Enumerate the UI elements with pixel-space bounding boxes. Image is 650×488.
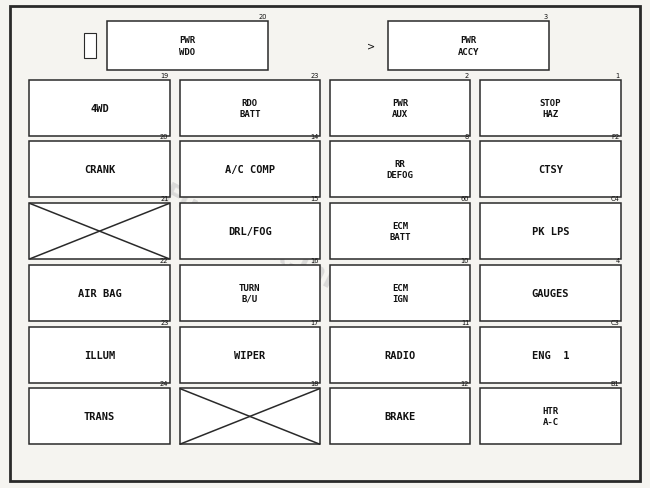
- Bar: [29, 388, 170, 445]
- Text: 23: 23: [311, 73, 318, 79]
- Text: DRL/FOG: DRL/FOG: [228, 226, 272, 237]
- Bar: [480, 388, 621, 445]
- Bar: [29, 265, 170, 321]
- Bar: [179, 204, 320, 260]
- Text: 1: 1: [616, 73, 619, 79]
- Text: 10: 10: [461, 258, 469, 264]
- Bar: [179, 388, 320, 445]
- Text: 23: 23: [160, 319, 168, 325]
- Text: A/C COMP: A/C COMP: [225, 165, 275, 175]
- Text: AIR BAG: AIR BAG: [77, 288, 122, 298]
- Text: PWR
ACCY: PWR ACCY: [458, 36, 479, 57]
- Bar: [480, 327, 621, 383]
- Text: 14: 14: [311, 134, 318, 140]
- Text: C4: C4: [610, 196, 619, 202]
- Bar: [29, 142, 170, 198]
- Text: 22: 22: [160, 258, 168, 264]
- Text: 19: 19: [161, 73, 168, 79]
- Text: BRAKE: BRAKE: [385, 411, 416, 422]
- Text: ILLUM: ILLUM: [84, 350, 115, 360]
- Bar: [179, 327, 320, 383]
- Bar: [84, 34, 96, 59]
- Text: ECM
IGN: ECM IGN: [392, 283, 408, 304]
- Text: CRANK: CRANK: [84, 165, 115, 175]
- Text: 11: 11: [461, 319, 469, 325]
- Text: RADIO: RADIO: [385, 350, 416, 360]
- Text: 15: 15: [311, 196, 318, 202]
- Text: 2: 2: [465, 73, 469, 79]
- Text: PWR
WDO: PWR WDO: [179, 36, 196, 57]
- Text: 20: 20: [259, 14, 267, 20]
- Text: RDO
BATT: RDO BATT: [239, 99, 261, 119]
- Bar: [330, 204, 471, 260]
- Text: B1: B1: [611, 381, 619, 386]
- Bar: [480, 265, 621, 321]
- Text: TURN
B/U: TURN B/U: [239, 283, 261, 304]
- Bar: [330, 388, 471, 445]
- Text: TRANS: TRANS: [84, 411, 115, 422]
- Bar: [387, 22, 549, 71]
- Text: ECM
BATT: ECM BATT: [389, 222, 411, 242]
- Bar: [480, 142, 621, 198]
- Text: PK LPS: PK LPS: [532, 226, 569, 237]
- Bar: [330, 81, 471, 136]
- Bar: [179, 81, 320, 136]
- Text: WIPER: WIPER: [234, 350, 265, 360]
- Text: Fuse-Box.inFo: Fuse-Box.inFo: [157, 181, 363, 307]
- Text: PWR
AUX: PWR AUX: [392, 99, 408, 119]
- Text: 20: 20: [160, 134, 168, 140]
- Text: GAUGES: GAUGES: [532, 288, 569, 298]
- Text: 18: 18: [311, 381, 318, 386]
- Text: 4: 4: [615, 258, 619, 264]
- Text: 17: 17: [311, 319, 318, 325]
- Bar: [29, 204, 170, 260]
- Bar: [480, 81, 621, 136]
- Bar: [29, 327, 170, 383]
- Text: RR
DEFOG: RR DEFOG: [387, 160, 413, 180]
- Text: 16: 16: [311, 258, 318, 264]
- Text: 24: 24: [160, 381, 168, 386]
- Bar: [330, 142, 471, 198]
- Text: P2: P2: [611, 134, 619, 140]
- Text: ENG  1: ENG 1: [532, 350, 569, 360]
- Bar: [29, 81, 170, 136]
- Bar: [330, 327, 471, 383]
- Text: 12: 12: [461, 381, 469, 386]
- Text: CTSY: CTSY: [538, 165, 563, 175]
- Text: 21: 21: [160, 196, 168, 202]
- Bar: [330, 265, 471, 321]
- Text: 60: 60: [461, 196, 469, 202]
- Bar: [179, 265, 320, 321]
- Bar: [107, 22, 268, 71]
- Text: C3: C3: [611, 319, 619, 325]
- Text: >: >: [367, 41, 376, 51]
- Text: 4WD: 4WD: [90, 103, 109, 113]
- Bar: [179, 142, 320, 198]
- Text: 8: 8: [465, 134, 469, 140]
- Text: 3: 3: [544, 14, 548, 20]
- Bar: [480, 204, 621, 260]
- Text: STOP
HAZ: STOP HAZ: [540, 99, 561, 119]
- Text: HTR
A-C: HTR A-C: [542, 407, 558, 427]
